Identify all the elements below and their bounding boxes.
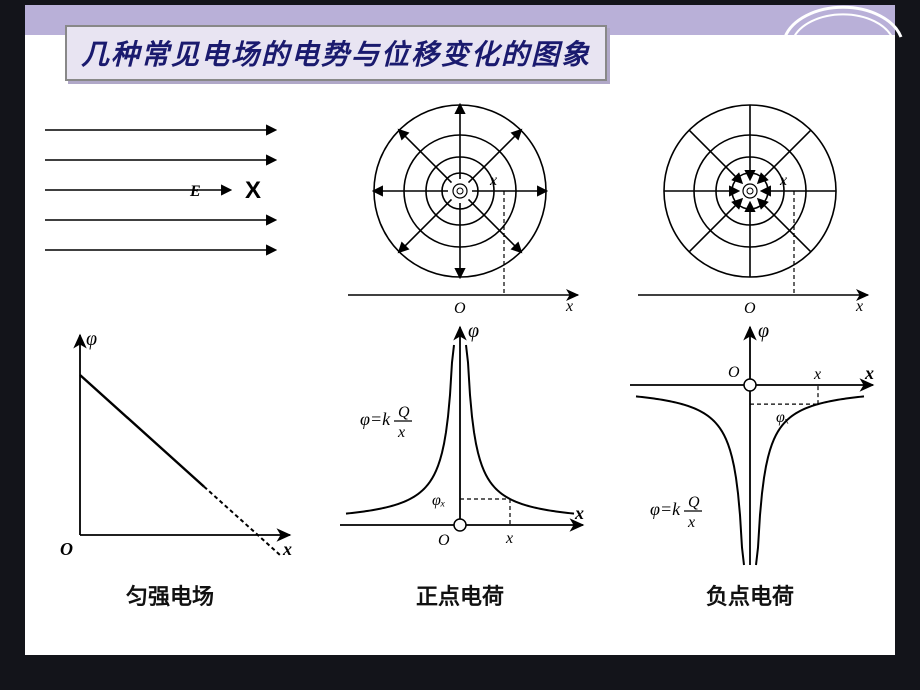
svg-text:φ=k: φ=k xyxy=(650,499,681,519)
svg-text:E: E xyxy=(189,183,201,200)
svg-text:φₓ: φₓ xyxy=(776,409,789,426)
slide-title: 几种常见电场的电势与位移变化的图象 xyxy=(65,25,607,81)
svg-text:φ: φ xyxy=(468,320,479,342)
svg-text:x: x xyxy=(813,366,821,383)
svg-text:Q: Q xyxy=(688,494,700,511)
caption-positive: 正点电荷 xyxy=(416,579,504,611)
svg-text:O: O xyxy=(728,364,740,381)
field-diagram-uniform: EX xyxy=(40,95,300,315)
potential-plot-negative: φ x Ox φₓ φ=k Qx xyxy=(615,315,885,575)
svg-text:x: x xyxy=(574,503,584,523)
svg-text:x: x xyxy=(864,363,874,383)
caption-uniform: 匀强电场 xyxy=(126,579,214,611)
svg-text:φ: φ xyxy=(86,328,97,350)
caption-negative: 负点电荷 xyxy=(706,579,794,611)
svg-text:x: x xyxy=(779,172,787,189)
svg-text:Q: Q xyxy=(398,404,410,421)
svg-text:x: x xyxy=(489,172,497,189)
column-positive: x Ox φ x Ox φₓ φ=k Qx 正点电荷 xyxy=(315,95,605,655)
svg-text:φ=k: φ=k xyxy=(360,409,391,429)
svg-text:φ: φ xyxy=(758,320,769,342)
potential-plot-positive: φ x Ox φₓ φ=k Qx xyxy=(325,315,595,575)
svg-text:x: x xyxy=(687,514,695,531)
svg-text:x: x xyxy=(565,298,573,315)
svg-text:O: O xyxy=(438,532,450,549)
svg-text:x: x xyxy=(855,298,863,315)
svg-text:x: x xyxy=(282,539,292,559)
svg-text:X: X xyxy=(245,177,261,204)
svg-text:x: x xyxy=(505,530,513,547)
svg-text:O: O xyxy=(744,300,756,315)
column-negative: x Ox φ x Ox φₓ φ=k Qx 负点电荷 xyxy=(605,95,895,655)
potential-plot-uniform: φ x O xyxy=(35,315,305,575)
header-arc-deco xyxy=(783,0,903,57)
field-diagram-negative: x Ox xyxy=(620,95,880,315)
field-diagram-positive: x Ox xyxy=(330,95,590,315)
content-grid: EXφxO匀强电场xOxφxOxφₓφ=kQx正点电荷xOxφxOxφₓφ=kQ… xyxy=(25,95,895,655)
slide-body: EXφxO匀强电场xOxφxOxφₓφ=kQx正点电荷xOxφxOxφₓφ=kQ… xyxy=(25,95,895,655)
column-uniform: EXφxO匀强电场 xyxy=(25,95,315,655)
svg-text:O: O xyxy=(60,539,73,559)
svg-text:O: O xyxy=(454,300,466,315)
slide: 几种常见电场的电势与位移变化的图象 EXφxO匀强电场xOxφxOxφₓφ=kQ… xyxy=(25,5,895,655)
svg-text:φₓ: φₓ xyxy=(432,492,445,509)
svg-text:x: x xyxy=(397,424,405,441)
